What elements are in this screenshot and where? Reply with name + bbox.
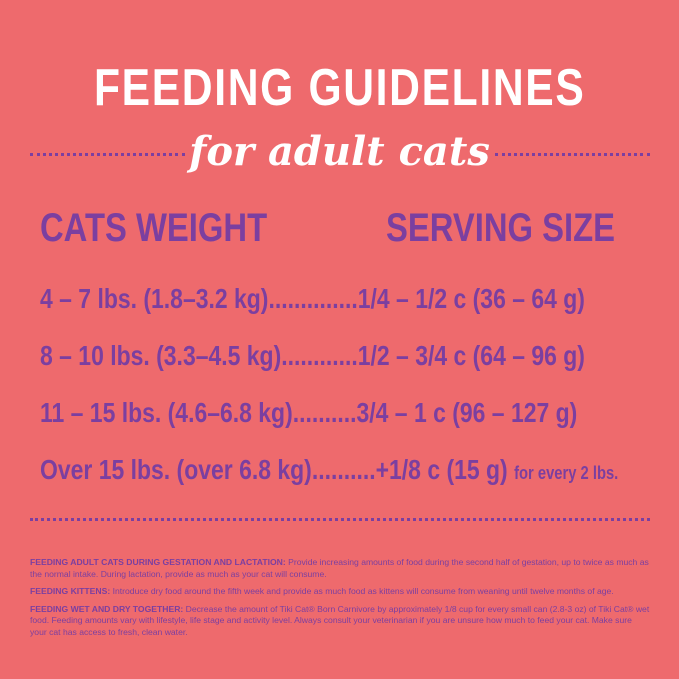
divider-right — [495, 153, 650, 156]
subtitle: for adult cats — [189, 128, 490, 175]
table-row: 11 – 15 lbs. (4.6–6.8 kg)..........3/4 –… — [40, 397, 578, 428]
divider-left — [30, 153, 185, 156]
page-title: FEEDING GUIDELINES — [93, 59, 586, 117]
table-row: 4 – 7 lbs. (1.8–3.2 kg)..............1/4… — [40, 283, 585, 314]
table-row: 8 – 10 lbs. (3.3–4.5 kg)............1/2 … — [40, 340, 585, 371]
divider-bottom — [30, 518, 650, 521]
header-cats-weight: CATS WEIGHT — [40, 206, 268, 250]
table-row: Over 15 lbs. (over 6.8 kg)..........+1/8… — [40, 454, 619, 485]
header-serving-size: SERVING SIZE — [386, 206, 616, 250]
note-wet-dry: FEEDING WET AND DRY TOGETHER: Decrease t… — [30, 603, 650, 637]
fine-print: FEEDING ADULT CATS DURING GESTATION AND … — [30, 557, 650, 644]
note-gestation: FEEDING ADULT CATS DURING GESTATION AND … — [30, 557, 649, 579]
note-kittens: FEEDING KITTENS: Introduce dry food arou… — [30, 586, 614, 596]
